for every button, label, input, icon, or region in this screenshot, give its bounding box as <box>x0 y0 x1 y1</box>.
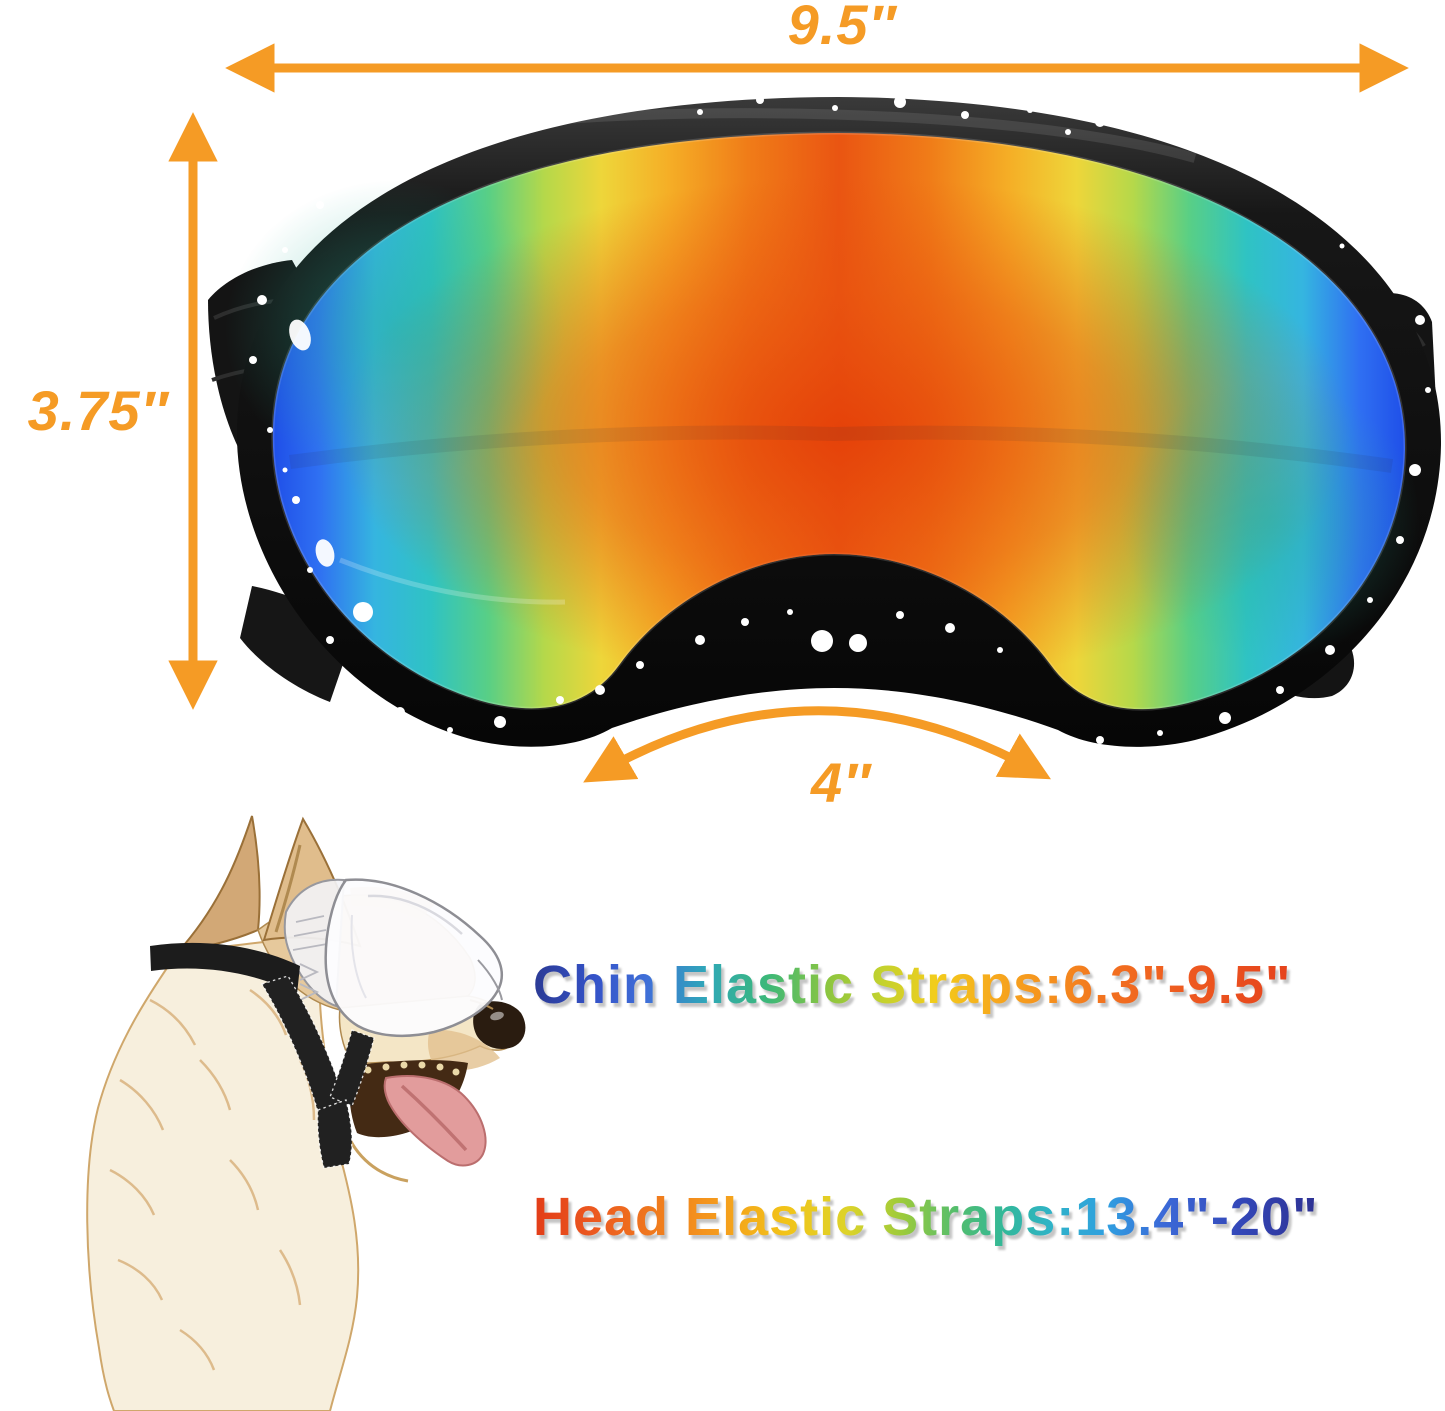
sketch-goggle <box>283 878 504 1038</box>
bridge-arc-arrow <box>583 706 1051 783</box>
sketch-goggle-lens <box>324 878 504 1038</box>
dog-illustration <box>86 815 526 1411</box>
goggles <box>208 96 1442 747</box>
head-strap-spec: Head Elastic Straps:13.4"-20" <box>533 1187 1319 1247</box>
dog-body <box>86 940 360 1411</box>
dog-far-ear <box>175 815 261 954</box>
lens-red-glow <box>272 133 1406 710</box>
frame-speckles <box>249 96 1431 744</box>
dog-teeth <box>364 1061 460 1076</box>
height-dimension-label: 3.75″ <box>27 379 169 442</box>
dog-fur-strokes <box>109 988 316 1371</box>
bridge-dimension-label: 4″ <box>811 751 871 814</box>
dog-head-strap <box>150 942 300 994</box>
dog-chin-strap <box>261 975 375 1169</box>
lens-teal-tint <box>225 180 565 480</box>
chin-strap-spec: Chin Elastic Straps:6.3"-9.5" <box>533 955 1292 1015</box>
dog-cheek-patch <box>427 1029 500 1071</box>
width-dimension-label: 9.5″ <box>787 0 897 56</box>
frame-highlights <box>289 254 1417 567</box>
dog-nose <box>473 1001 526 1049</box>
sketch-goggle-hatching <box>292 915 328 1001</box>
